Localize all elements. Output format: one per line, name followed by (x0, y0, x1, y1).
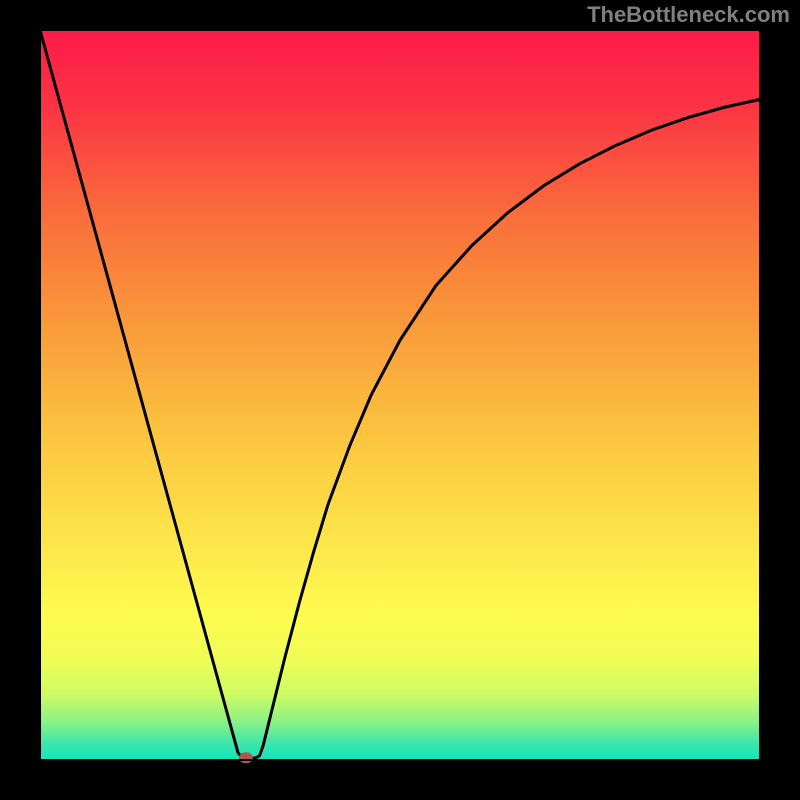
chart-container: TheBottleneck.com (0, 0, 800, 800)
chart-plot-background (40, 30, 760, 760)
optimal-point-marker (239, 752, 253, 763)
bottleneck-chart (0, 0, 800, 800)
